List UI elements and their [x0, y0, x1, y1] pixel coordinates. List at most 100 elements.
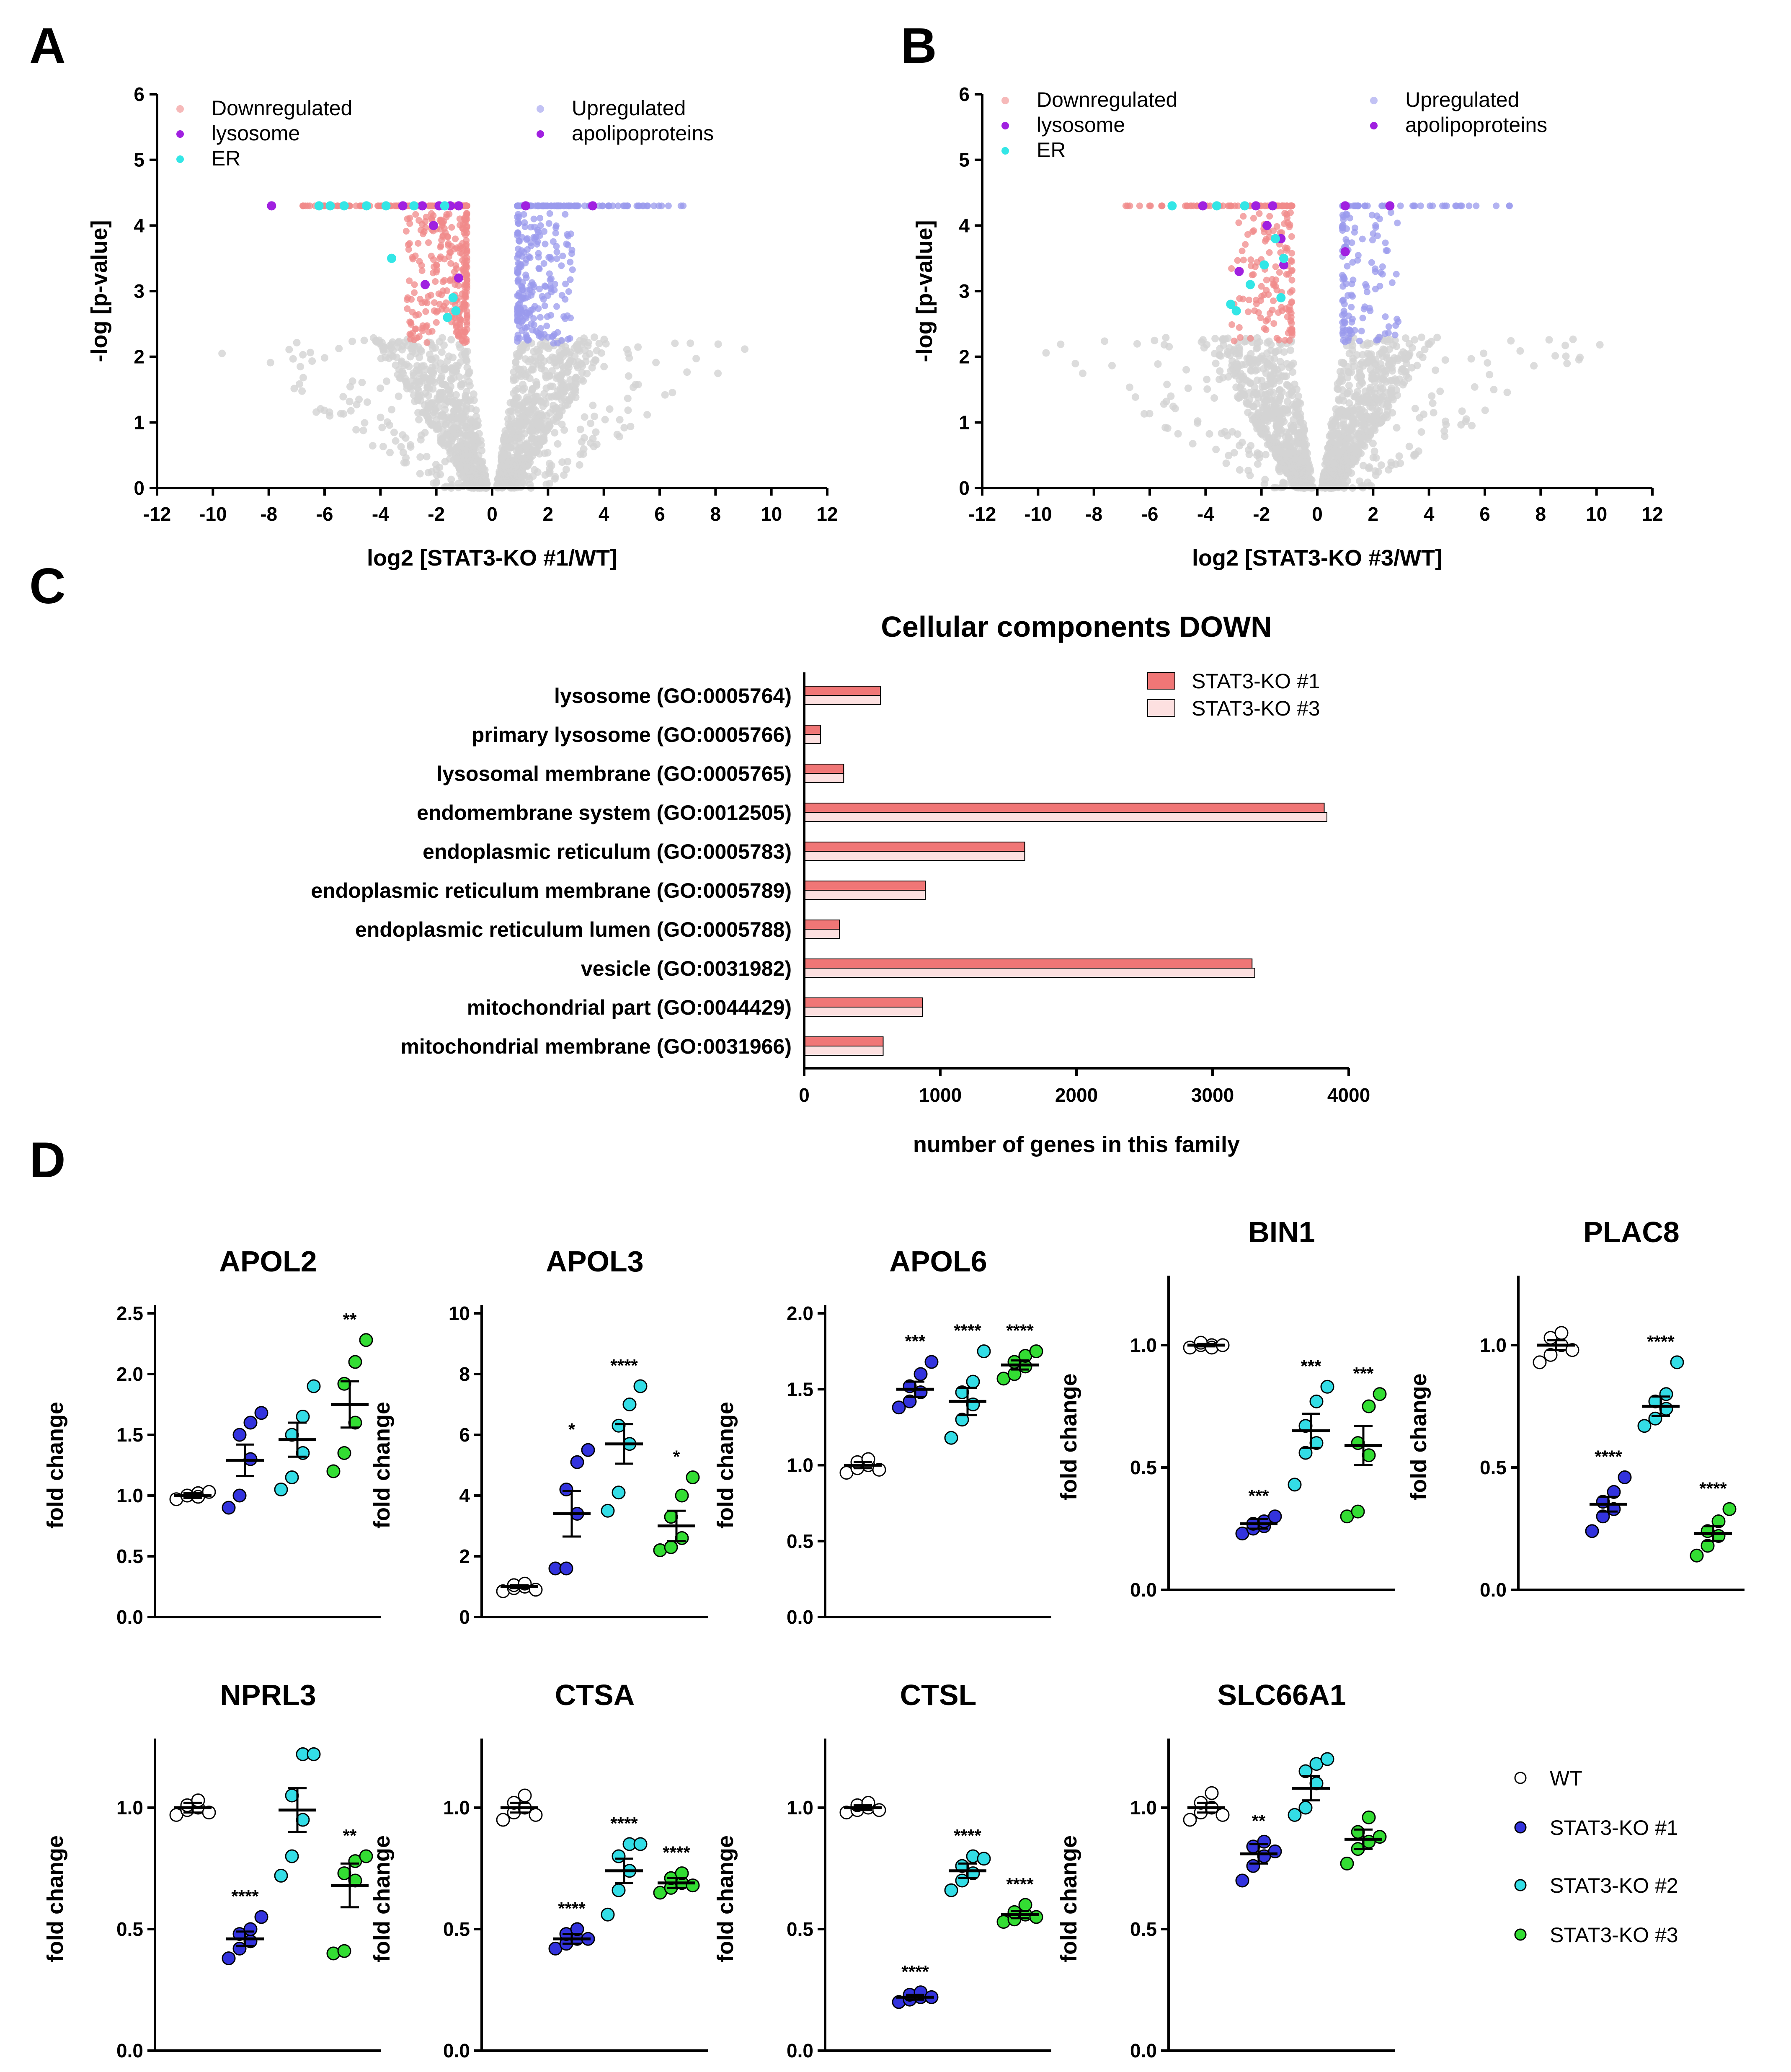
- up-point: [530, 315, 537, 322]
- grey-point: [549, 382, 557, 390]
- er-point: [1276, 293, 1286, 302]
- data-point: [326, 1464, 341, 1478]
- grey-point: [1370, 359, 1378, 367]
- panel-letter-b: B: [901, 18, 937, 74]
- y-tick-label: 0.0: [443, 2040, 470, 2062]
- bar-stat3-ko1: [804, 920, 840, 930]
- up-point: [569, 266, 576, 273]
- grey-point: [589, 401, 597, 409]
- up-point: [1473, 202, 1480, 209]
- grey-point: [1388, 390, 1396, 398]
- lysosome-point: [267, 201, 276, 211]
- grey-point: [1408, 344, 1416, 352]
- up-point: [519, 327, 526, 334]
- down-point: [445, 240, 452, 247]
- y-tick-label: 0.5: [1130, 1457, 1157, 1478]
- down-point: [1250, 214, 1257, 222]
- up-point: [1349, 259, 1356, 266]
- x-tick-label: -8: [1085, 503, 1102, 525]
- grey-point: [579, 377, 587, 385]
- category-label: lysosome (GO:0005764): [554, 684, 792, 708]
- grey-point: [1393, 424, 1401, 432]
- grey-point: [514, 431, 522, 439]
- significance-label: **: [343, 1310, 357, 1329]
- grey-point: [1429, 399, 1437, 407]
- down-point: [462, 294, 470, 301]
- grey-point: [1261, 475, 1269, 483]
- data-point: [232, 1488, 247, 1503]
- panel-letter-d: D: [29, 1132, 66, 1188]
- grey-point: [1342, 443, 1350, 451]
- grey-point: [1276, 468, 1284, 475]
- grey-point: [571, 379, 579, 387]
- data-point: [944, 1883, 958, 1897]
- grey-point: [1247, 442, 1255, 450]
- up-point: [515, 220, 522, 227]
- down-point: [456, 321, 463, 328]
- up-point: [558, 337, 565, 344]
- down-point: [428, 253, 435, 260]
- down-point: [447, 260, 454, 267]
- grey-point: [423, 411, 431, 419]
- data-point: [1320, 1380, 1334, 1394]
- plot-title: APOL3: [546, 1245, 643, 1278]
- grey-point: [1212, 359, 1220, 367]
- grey-point: [1211, 335, 1219, 343]
- up-point: [571, 202, 578, 209]
- y-tick-label: 1.0: [787, 1797, 813, 1819]
- up-point: [548, 289, 555, 296]
- down-point: [1263, 276, 1270, 284]
- y-axis-label: fold change: [1056, 1373, 1081, 1500]
- grey-point: [1200, 344, 1208, 352]
- bar-stat3-ko3: [804, 929, 840, 939]
- grey-point: [1212, 445, 1220, 453]
- background-points: [1042, 333, 1604, 492]
- grey-point: [565, 397, 573, 405]
- grey-point: [1365, 395, 1373, 403]
- down-point: [300, 202, 307, 209]
- grey-point: [1467, 355, 1475, 363]
- down-point: [406, 331, 413, 338]
- grey-point: [1125, 383, 1133, 391]
- grey-point: [671, 339, 679, 347]
- grey-point: [1273, 406, 1281, 413]
- y-tick-label: 0.5: [443, 1918, 470, 1940]
- up-point: [1347, 327, 1354, 334]
- grey-point: [564, 457, 572, 465]
- grey-point: [597, 349, 605, 357]
- x-tick-label: 6: [1479, 503, 1490, 525]
- legend-swatch: [1147, 699, 1175, 717]
- up-point: [1458, 202, 1465, 209]
- grey-point: [1162, 334, 1170, 342]
- down-point: [1269, 276, 1276, 283]
- down-point: [1228, 265, 1235, 272]
- grey-point: [289, 355, 297, 363]
- down-point: [432, 278, 439, 285]
- grey-point: [442, 433, 450, 441]
- grey-point: [1184, 384, 1192, 392]
- grey-point: [516, 414, 524, 422]
- up-point: [1395, 318, 1402, 325]
- grey-point: [576, 425, 584, 433]
- grey-point: [512, 461, 520, 469]
- bar-stat3-ko3: [804, 1046, 884, 1056]
- grey-point: [1329, 438, 1337, 446]
- up-point: [536, 266, 543, 273]
- significance-label: ***: [1248, 1486, 1269, 1506]
- data-point: [307, 1379, 321, 1393]
- x-tick-label: 0: [799, 1084, 810, 1106]
- up-point: [516, 238, 523, 245]
- significance-label: ****: [901, 1962, 929, 1982]
- legend-marker: [1514, 1879, 1527, 1891]
- up-point: [546, 210, 553, 217]
- grey-point: [1283, 398, 1291, 406]
- grey-point: [1468, 422, 1476, 430]
- grey-point: [361, 419, 369, 427]
- grey-point: [418, 347, 426, 355]
- grey-point: [714, 369, 722, 377]
- x-tick-label: 12: [816, 503, 838, 525]
- grey-point: [325, 408, 333, 416]
- grey-point: [441, 415, 449, 423]
- up-point: [518, 247, 525, 254]
- grey-point: [504, 420, 512, 428]
